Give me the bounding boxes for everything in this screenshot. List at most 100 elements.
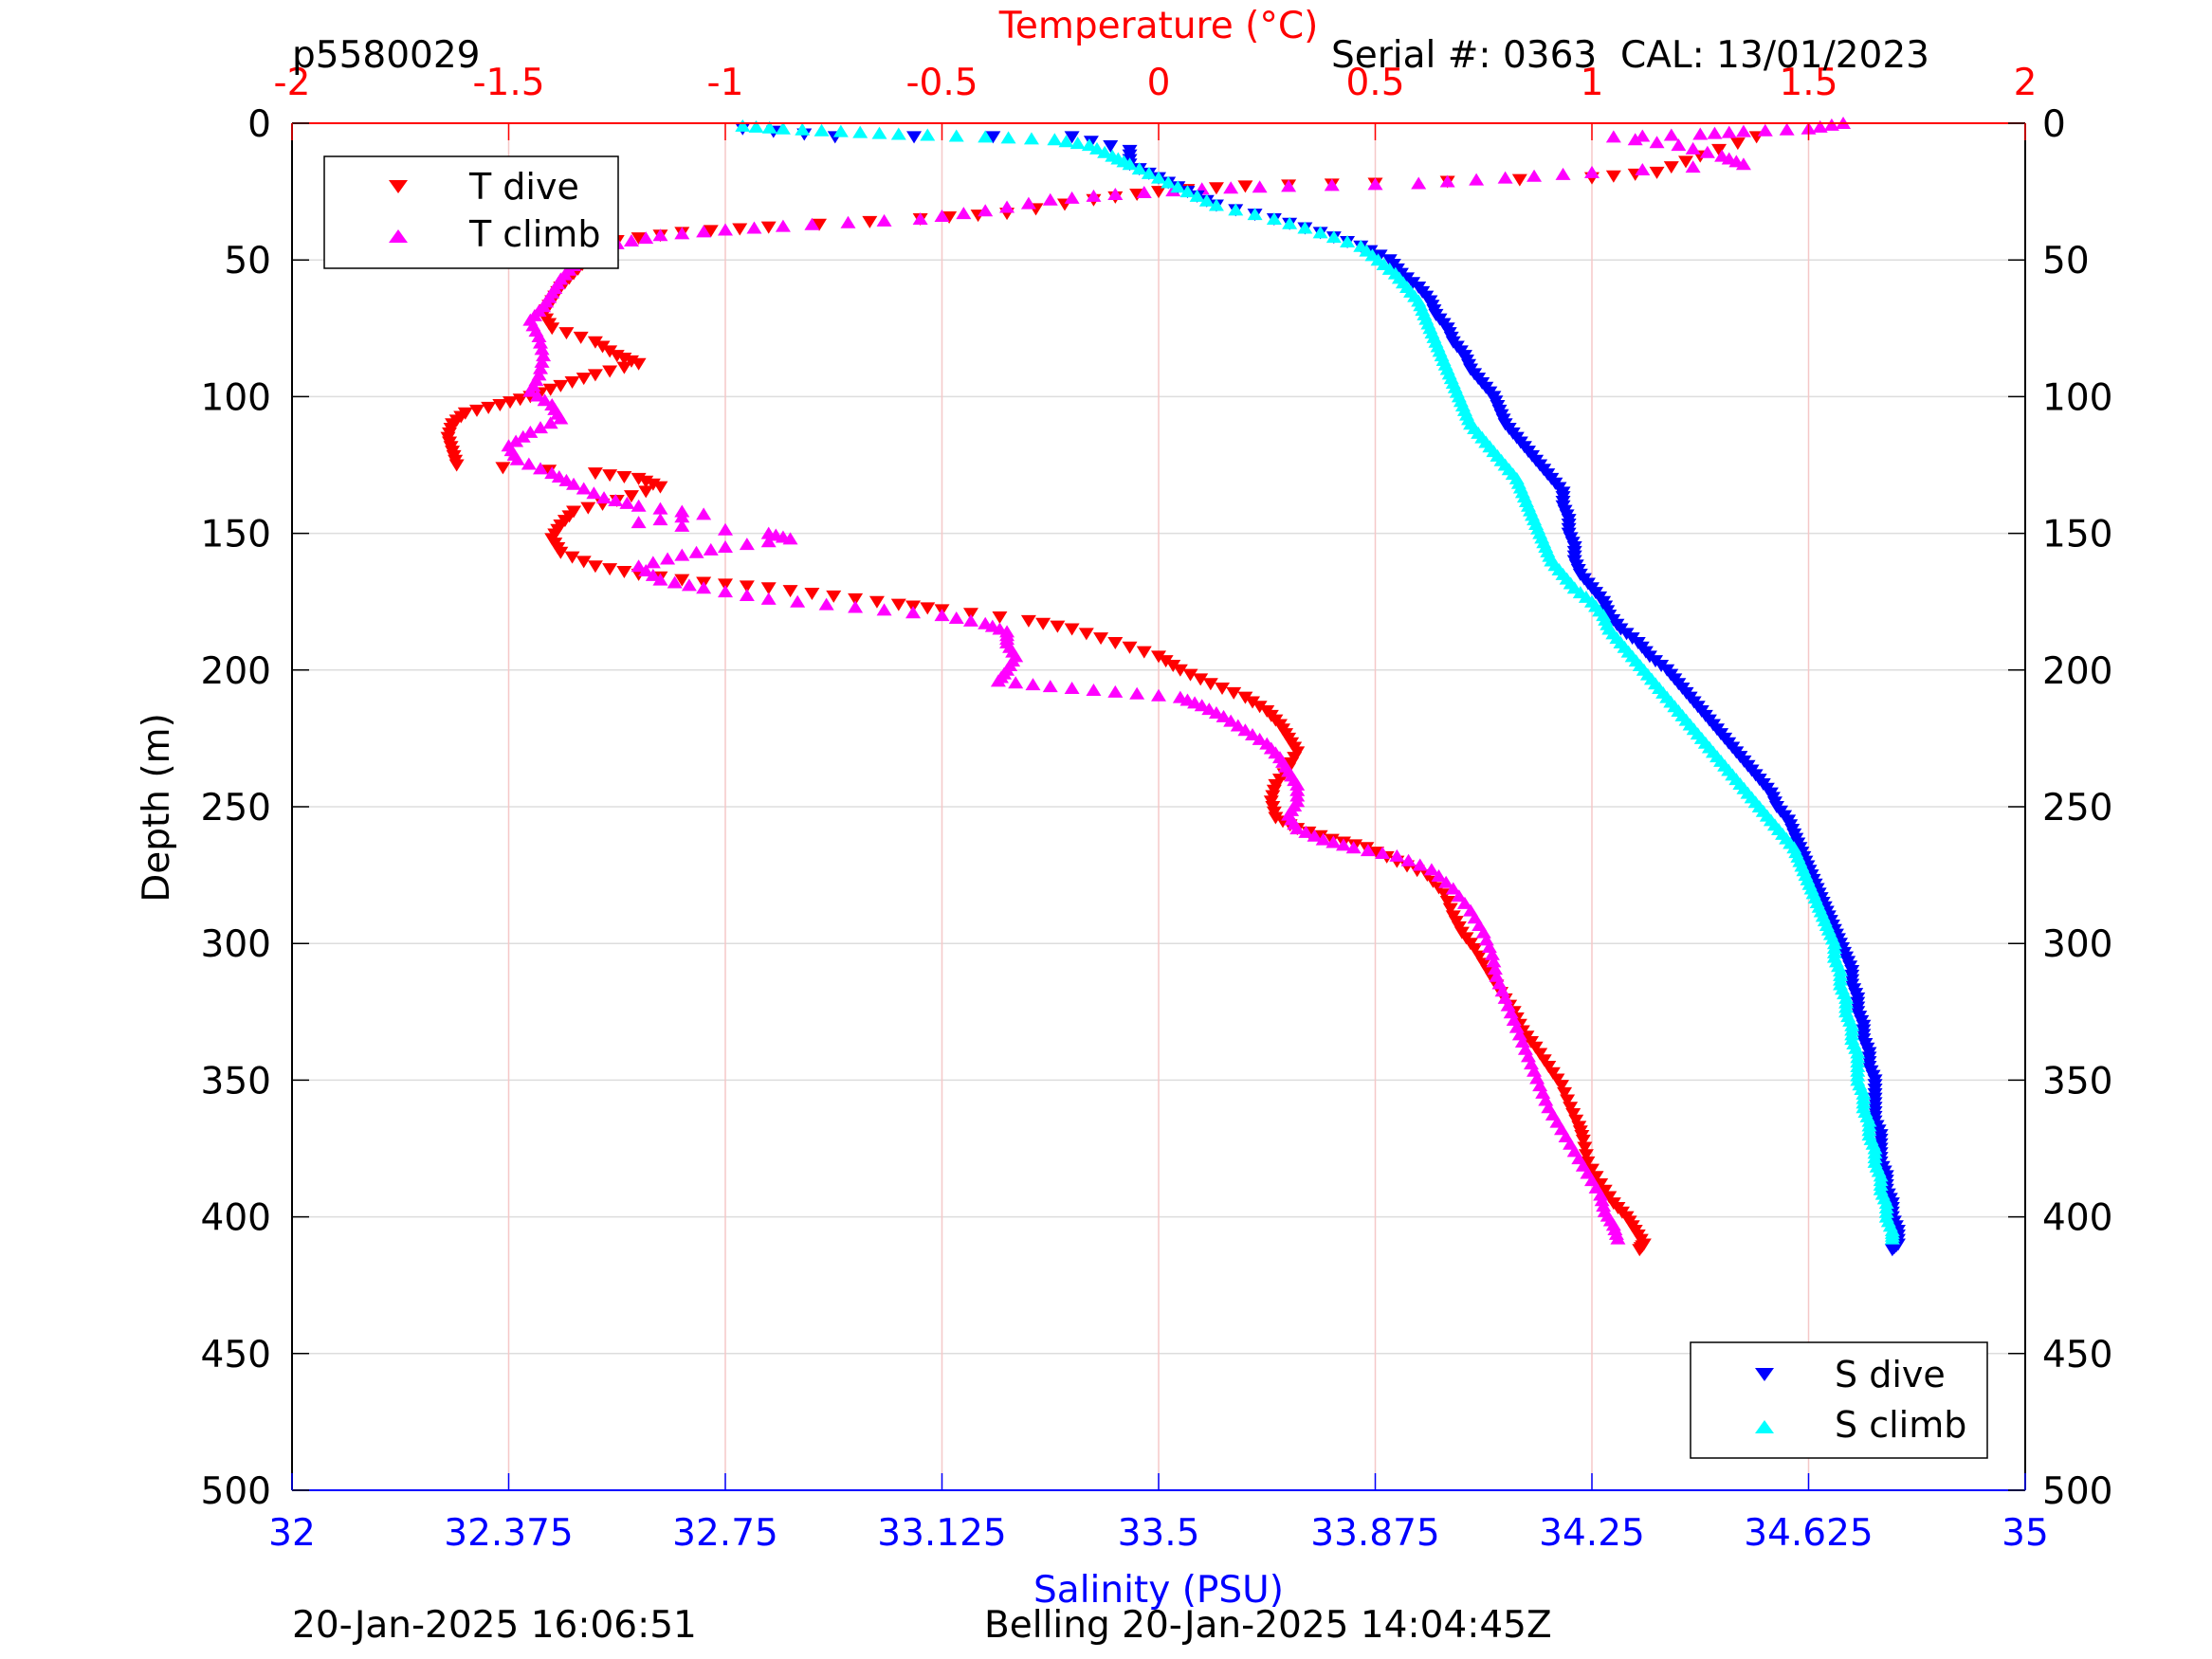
s-climb-marker xyxy=(1266,211,1282,225)
t-dive-marker xyxy=(638,485,654,499)
t-dive-marker xyxy=(1165,659,1181,672)
depth-tick-label-left: 150 xyxy=(201,514,271,556)
t-climb-marker xyxy=(1289,822,1306,835)
t-dive-marker xyxy=(623,490,639,503)
t-climb-marker xyxy=(619,496,635,509)
t-climb-marker xyxy=(638,231,654,245)
t-climb-marker xyxy=(660,552,676,565)
s-climb-marker xyxy=(1081,138,1097,152)
t-climb-marker xyxy=(1315,832,1331,846)
s-climb-marker xyxy=(814,123,830,137)
t-dive-marker xyxy=(1172,664,1188,677)
t-dive-marker xyxy=(616,470,632,483)
s-climb-marker xyxy=(775,121,791,135)
t-dive-marker xyxy=(1577,1141,1593,1155)
t-climb-marker xyxy=(718,223,733,236)
t-dive-marker xyxy=(541,465,558,478)
s-climb-marker xyxy=(1023,132,1039,145)
t-climb-marker xyxy=(531,329,547,342)
t-climb-marker xyxy=(652,513,668,526)
t-climb-marker xyxy=(1707,126,1723,139)
s-dive-legend-label: S dive xyxy=(1835,1354,1946,1395)
temperature-tick-label: -1 xyxy=(707,62,744,104)
t-climb-marker xyxy=(566,477,582,490)
t-climb-marker xyxy=(1757,123,1773,137)
t-climb-marker xyxy=(696,225,712,238)
s-dive-marker xyxy=(1884,1244,1900,1257)
t-dive-marker xyxy=(1557,1086,1573,1100)
s-climb-marker xyxy=(978,130,994,143)
t-climb-marker xyxy=(1584,165,1600,178)
t-climb-marker xyxy=(534,342,550,356)
t-dive-marker xyxy=(1369,847,1385,860)
t-climb-marker xyxy=(1526,169,1543,182)
temperature-tick-label: -1.5 xyxy=(472,62,544,104)
t-dive-marker xyxy=(1527,1041,1544,1054)
t-climb-marker xyxy=(576,482,592,495)
s-climb-marker xyxy=(1247,208,1263,221)
t-climb-marker xyxy=(1411,176,1427,190)
depth-tick-label-left: 250 xyxy=(201,787,271,830)
t-climb-marker xyxy=(1252,732,1268,745)
t-dive-marker xyxy=(1202,678,1218,691)
s-climb-marker xyxy=(1151,171,1166,184)
t-dive-marker xyxy=(1472,950,1488,963)
depth-tick-label-left: 350 xyxy=(201,1060,271,1103)
temperature-tick-label: 1.5 xyxy=(1779,62,1837,104)
t-dive-marker xyxy=(760,582,777,595)
t-climb-marker xyxy=(1389,848,1405,862)
depth-tick-label-left: 100 xyxy=(201,376,271,419)
t-dive-marker xyxy=(1511,173,1527,187)
t-climb-marker xyxy=(1596,1199,1612,1212)
t-dive-marker xyxy=(782,585,798,598)
t-dive-marker xyxy=(542,383,558,396)
s-climb-marker xyxy=(1000,131,1016,144)
t-climb-marker xyxy=(536,349,552,362)
t-dive-marker xyxy=(1601,1191,1618,1204)
s-dive-marker xyxy=(1372,249,1388,263)
t-climb-marker xyxy=(608,493,624,506)
t-dive-marker xyxy=(1107,636,1124,649)
t-climb-marker xyxy=(718,522,733,536)
t-dive-marker xyxy=(1593,1177,1609,1191)
t-climb-marker xyxy=(508,434,524,447)
t-dive-marker xyxy=(587,369,603,382)
t-climb-marker xyxy=(521,457,537,470)
salinity-legend: S dive S climb xyxy=(1690,1341,1988,1459)
s-climb-marker xyxy=(1161,175,1177,189)
t-climb-marker xyxy=(804,217,820,230)
t-climb-marker xyxy=(1307,829,1323,842)
t-climb-marker xyxy=(1438,875,1454,888)
t-climb-legend-marker xyxy=(389,229,408,243)
s-climb-marker xyxy=(1141,166,1157,179)
t-dive-marker xyxy=(862,215,878,228)
t-climb-marker xyxy=(1325,835,1342,848)
t-dive-marker xyxy=(1252,701,1268,714)
t-dive-marker xyxy=(962,608,978,621)
depth-tick-label-right: 250 xyxy=(2042,787,2112,830)
t-dive-marker xyxy=(1078,628,1094,641)
s-climb-legend-label: S climb xyxy=(1835,1404,1966,1446)
s-climb-marker xyxy=(871,126,887,139)
t-climb-marker xyxy=(739,538,755,551)
t-climb-marker xyxy=(1456,896,1472,909)
depth-tick-label-right: 300 xyxy=(2042,923,2112,966)
s-climb-marker xyxy=(1069,137,1086,150)
t-climb-marker xyxy=(1345,841,1362,854)
s-climb-marker xyxy=(1208,198,1224,211)
t-dive-marker xyxy=(631,232,647,246)
s-dive-marker xyxy=(1064,131,1080,144)
data-markers xyxy=(440,117,1906,1257)
t-climb-marker xyxy=(718,540,733,554)
s-climb-marker xyxy=(1189,189,1205,202)
t-dive-marker xyxy=(1475,957,1491,971)
t-climb-marker xyxy=(1064,682,1080,695)
t-dive-marker xyxy=(1215,683,1231,696)
t-climb-marker xyxy=(1223,181,1239,194)
s-climb-marker xyxy=(1089,141,1106,155)
t-climb-marker xyxy=(1699,145,1715,158)
t-dive-marker xyxy=(587,560,603,574)
t-dive-marker xyxy=(1020,614,1036,628)
t-climb-marker xyxy=(631,516,647,529)
t-dive-marker xyxy=(1035,617,1051,630)
